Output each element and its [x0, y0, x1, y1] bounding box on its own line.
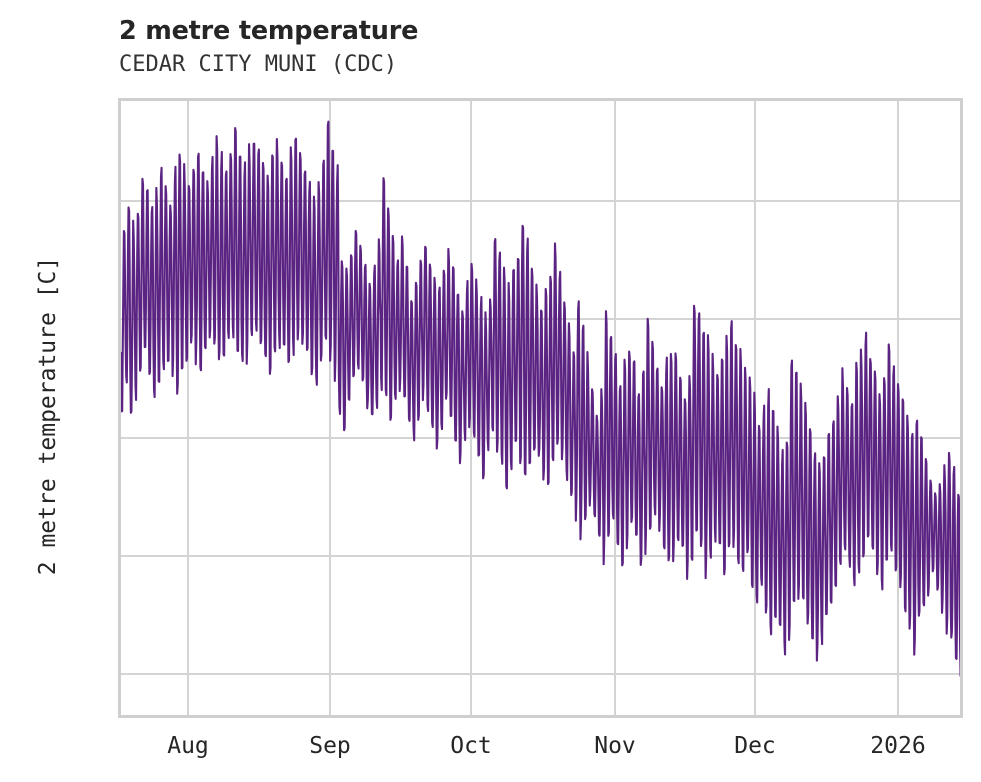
temperature-series — [121, 120, 960, 677]
plot-area — [118, 98, 963, 718]
gridline-horizontal — [121, 200, 960, 203]
chart-title: 2 metre temperature — [119, 16, 419, 46]
gridline-horizontal — [121, 554, 960, 557]
chart-subtitle: CEDAR CITY MUNI (CDC) — [119, 52, 398, 77]
series-line — [121, 120, 960, 677]
x-tick-label: 2026 — [870, 733, 926, 759]
gridline-vertical — [329, 101, 331, 715]
x-tick-label: Dec — [734, 733, 776, 759]
gridline-horizontal — [121, 672, 960, 675]
x-tick-label: Oct — [450, 733, 492, 759]
gridline-vertical — [187, 101, 189, 715]
x-tick-label: Aug — [167, 733, 209, 759]
x-tick-label: Nov — [594, 733, 636, 759]
gridline-vertical — [470, 101, 472, 715]
plot-inner — [121, 101, 960, 715]
x-tick-label: Sep — [309, 733, 351, 759]
y-axis-label: 2 metre temperature [C] — [35, 256, 61, 576]
